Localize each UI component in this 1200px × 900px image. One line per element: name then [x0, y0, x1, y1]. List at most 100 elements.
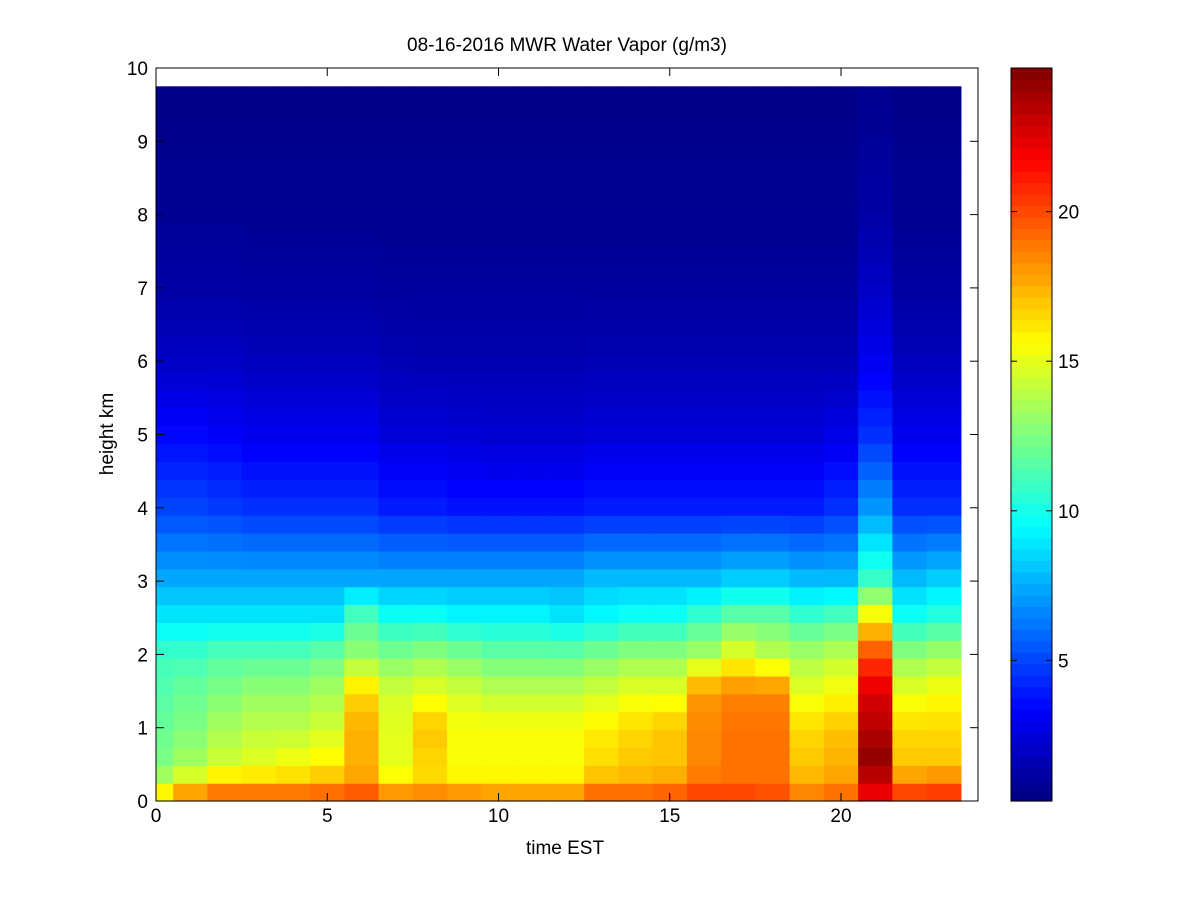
heatmap-cell	[310, 175, 345, 195]
heatmap-cell	[789, 247, 825, 266]
heatmap-cell	[207, 515, 243, 534]
y-tick-label: 5	[137, 426, 148, 447]
colorbar-swatch	[1011, 606, 1052, 619]
heatmap-cell	[686, 550, 722, 570]
heatmap-cell	[858, 765, 893, 784]
heatmap-cell	[789, 354, 825, 373]
heatmap-cell	[310, 104, 345, 123]
colorbar-swatch	[1011, 514, 1052, 527]
heatmap-cell	[926, 604, 962, 623]
heatmap-cell	[173, 104, 208, 123]
heatmap-cell	[241, 693, 277, 713]
heatmap-cell	[515, 497, 551, 516]
heatmap-cell	[686, 461, 722, 480]
heatmap-cell	[686, 175, 722, 195]
heatmap-cell	[618, 264, 654, 284]
heatmap-cell	[344, 747, 380, 766]
heatmap-cell	[241, 711, 277, 731]
colorbar-gradient	[1011, 68, 1052, 802]
heatmap-cell	[549, 658, 585, 677]
heatmap-cell	[858, 229, 893, 248]
colorbar-swatch	[1011, 297, 1052, 310]
heatmap-cell	[618, 86, 654, 105]
heatmap-cell	[207, 336, 243, 355]
heatmap-cell	[310, 783, 345, 802]
heatmap-cell	[755, 532, 791, 552]
heatmap-cell	[310, 282, 345, 302]
heatmap-cell	[344, 783, 380, 802]
heatmap-cell	[447, 515, 482, 534]
heatmap-cell	[926, 229, 962, 248]
heatmap-cell	[275, 479, 311, 498]
heatmap-cell	[156, 336, 174, 355]
heatmap-cell	[275, 515, 311, 534]
heatmap-cell	[173, 336, 208, 355]
heatmap-cell	[310, 354, 345, 373]
colorbar-swatch	[1011, 113, 1052, 126]
heatmap-cell	[310, 229, 345, 248]
heatmap-cell	[755, 282, 791, 302]
heatmap-cell	[275, 282, 311, 302]
heatmap-cell	[823, 175, 859, 195]
heatmap-cell	[275, 711, 311, 731]
heatmap-cell	[310, 264, 345, 284]
heatmap-cell	[755, 425, 791, 445]
heatmap-cell	[310, 729, 345, 748]
heatmap-cell	[310, 532, 345, 552]
heatmap-cell	[892, 247, 928, 266]
heatmap-cell	[447, 658, 482, 677]
heatmap-cell	[686, 122, 722, 141]
heatmap-cell	[618, 515, 654, 534]
heatmap-cell	[344, 425, 380, 445]
heatmap-cell	[584, 390, 619, 409]
heatmap-cell	[755, 336, 791, 355]
heatmap-cell	[618, 229, 654, 248]
heatmap-cell	[447, 729, 482, 748]
colorbar-swatch	[1011, 526, 1052, 539]
heatmap-cell	[789, 407, 825, 427]
heatmap-cell	[412, 711, 448, 731]
heatmap-cell	[892, 318, 928, 338]
heatmap-cell	[447, 407, 482, 427]
heatmap-cell	[173, 532, 208, 552]
heatmap-cell	[721, 515, 756, 534]
heatmap-cell	[549, 300, 585, 320]
heatmap-cell	[344, 372, 380, 391]
heatmap-cell	[823, 157, 859, 177]
heatmap-cell	[858, 604, 893, 623]
heatmap-cell	[241, 604, 277, 623]
colorbar-swatch	[1011, 720, 1052, 733]
heatmap-cell	[412, 139, 448, 159]
colorbar-swatch	[1011, 205, 1052, 218]
heatmap-cell	[652, 568, 688, 588]
heatmap-cell	[173, 318, 208, 338]
heatmap-cell	[755, 318, 791, 338]
heatmap-cell	[378, 568, 414, 588]
heatmap-cell	[584, 783, 619, 802]
colorbar-swatch	[1011, 388, 1052, 401]
heatmap-cell	[412, 443, 448, 463]
heatmap-cell	[412, 532, 448, 552]
heatmap-cell	[823, 443, 859, 463]
heatmap-cell	[412, 497, 448, 516]
heatmap-cell	[275, 622, 311, 641]
heatmap-cell	[412, 282, 448, 302]
heatmap-cell	[584, 193, 619, 212]
heatmap-cell	[858, 568, 893, 588]
heatmap-cell	[207, 586, 243, 606]
heatmap-cell	[926, 515, 962, 534]
heatmap-cell	[207, 550, 243, 570]
heatmap-cell	[241, 479, 277, 498]
heatmap-cell	[412, 550, 448, 570]
heatmap-cell	[481, 675, 517, 695]
heatmap-cell	[618, 139, 654, 159]
heatmap-cell	[549, 604, 585, 623]
heatmap-cell	[173, 247, 208, 266]
heatmap-cell	[584, 729, 619, 748]
heatmap-cell	[549, 229, 585, 248]
colorbar-swatch	[1011, 709, 1052, 722]
heatmap-cell	[241, 300, 277, 320]
heatmap-cell	[549, 711, 585, 731]
heatmap-cell	[173, 765, 208, 784]
heatmap-cell	[447, 211, 482, 230]
